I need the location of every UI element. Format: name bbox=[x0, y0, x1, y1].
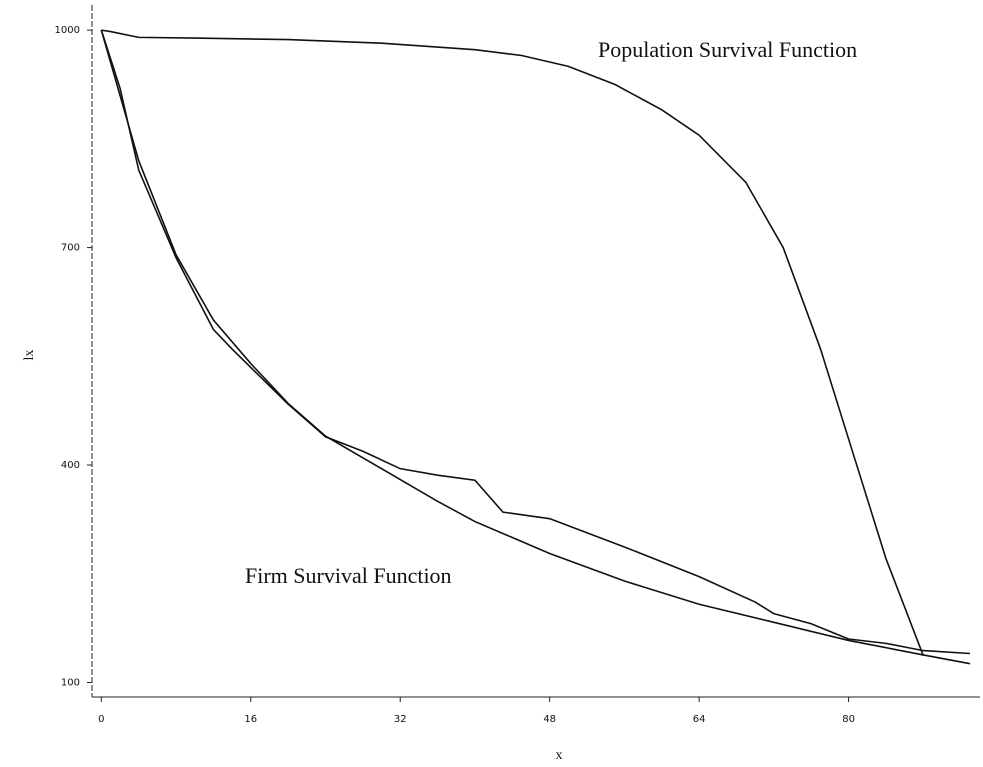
x-tick-label: 0 bbox=[98, 714, 104, 725]
x-tick-label: 80 bbox=[842, 714, 855, 725]
x-tick-label: 16 bbox=[244, 714, 257, 725]
series-line bbox=[101, 29, 925, 656]
series-line bbox=[100, 29, 971, 665]
y-tick-label: 1000 bbox=[55, 25, 80, 36]
annotation: Firm Survival Function bbox=[245, 563, 452, 588]
x-axis-label: x bbox=[556, 748, 563, 763]
y-axis-label: lx bbox=[22, 350, 37, 361]
x-tick-label: 64 bbox=[693, 714, 706, 725]
y-tick-label: 100 bbox=[61, 678, 80, 689]
x-tick-label: 48 bbox=[543, 714, 556, 725]
y-tick-label: 400 bbox=[61, 460, 80, 471]
x-tick-label: 32 bbox=[394, 714, 407, 725]
y-tick-label: 700 bbox=[61, 243, 80, 254]
series-line bbox=[100, 29, 971, 655]
annotation: Population Survival Function bbox=[598, 37, 857, 62]
